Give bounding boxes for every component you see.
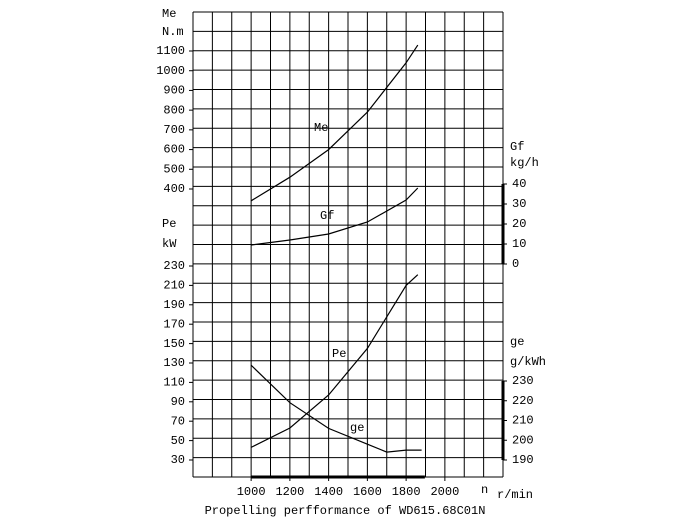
y-tick-label: 0 (512, 257, 519, 271)
y-tick-label: 230 (163, 259, 185, 273)
y-axis-label: Me (162, 7, 176, 21)
y-tick-label: 190 (512, 453, 534, 467)
line-series (250, 274, 419, 448)
y-tick-label: 30 (512, 197, 526, 211)
y-tick-label: 210 (512, 414, 534, 428)
x-axis-label: n (481, 483, 488, 497)
y-tick-label: 30 (171, 453, 185, 467)
y-tick-label: 130 (163, 356, 185, 370)
series-label: Me (314, 121, 328, 135)
y-tick-label: 110 (163, 376, 185, 390)
line-series (251, 187, 419, 246)
y-tick-label: 230 (512, 374, 534, 388)
y-tick-label: 70 (171, 414, 185, 428)
x-tick-label: 1200 (275, 485, 304, 499)
y-tick-label: 90 (171, 395, 185, 409)
y-tick-label: 150 (163, 337, 185, 351)
y-tick-label: 210 (163, 279, 185, 293)
series-label: Pe (332, 347, 346, 361)
y-axis-unit: kW (162, 237, 177, 251)
y-tick-label: 900 (163, 84, 185, 98)
y-tick-label: 700 (163, 123, 185, 137)
y-tick-label: 190 (163, 298, 185, 312)
y-tick-label: 500 (163, 162, 185, 176)
y-tick-label: 200 (512, 433, 534, 447)
line-series (250, 364, 422, 453)
y-tick-label: 800 (163, 103, 185, 117)
y-tick-label: 220 (512, 394, 534, 408)
y-tick-label: 400 (163, 182, 185, 196)
y-tick-label: 170 (163, 317, 185, 331)
x-axis-unit: r/min (497, 488, 533, 502)
x-tick-label: 1600 (353, 485, 382, 499)
y-tick-label: 20 (512, 217, 526, 231)
series-label: Gf (320, 209, 334, 223)
x-tick-label: 1800 (392, 485, 421, 499)
y-tick-label: 50 (171, 434, 185, 448)
chart-title: Propelling perfformance of WD615.68C01N (205, 504, 486, 518)
y-tick-label: 40 (512, 177, 526, 191)
y-tick-label: 600 (163, 143, 185, 157)
y-axis-label: ge (510, 335, 524, 349)
x-tick-label: 1000 (237, 485, 266, 499)
y-axis-label: Gf (510, 140, 524, 154)
y-axis-label: Pe (162, 217, 176, 231)
y-tick-label: 1100 (156, 44, 185, 58)
y-tick-label: 1000 (156, 64, 185, 78)
x-tick-label: 1400 (314, 485, 343, 499)
line-series (250, 44, 419, 202)
y-tick-label: 10 (512, 237, 526, 251)
y-axis-unit: g/kWh (510, 355, 546, 369)
x-tick-label: 2000 (430, 485, 459, 499)
y-axis-unit: N.m (162, 25, 184, 39)
series-label: ge (350, 421, 364, 435)
y-axis-unit: kg/h (510, 156, 539, 170)
